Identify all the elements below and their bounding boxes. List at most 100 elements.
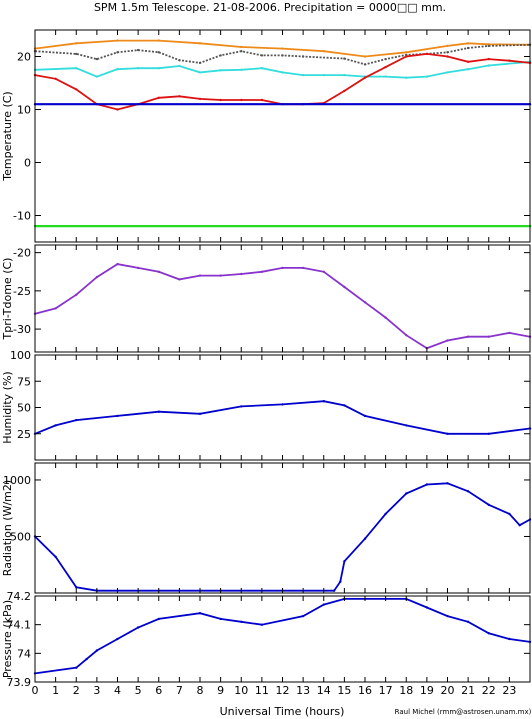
data-point-1-2-12 bbox=[281, 54, 284, 57]
data-point-4-1-6 bbox=[339, 580, 342, 583]
data-point-1-4-18 bbox=[384, 65, 387, 69]
data-point-5-1-2 bbox=[75, 666, 78, 669]
series-line-5-1 bbox=[34, 598, 531, 675]
data-point-1-3-22 bbox=[487, 64, 490, 67]
data-point-5-1-19 bbox=[487, 632, 490, 635]
data-point-4-1-8 bbox=[363, 537, 367, 540]
data-point-1-2-16 bbox=[384, 57, 387, 61]
y-tick-label-1-4: 20 bbox=[17, 51, 31, 64]
data-point-5-1-13 bbox=[322, 603, 325, 606]
data-point-1-2-8 bbox=[198, 61, 202, 65]
data-point-3-1-3 bbox=[75, 418, 78, 422]
data-point-1-4-22 bbox=[466, 60, 470, 63]
series-line-3-1 bbox=[34, 400, 531, 435]
data-point-2-1-10 bbox=[219, 274, 222, 277]
data-point-1-2-15 bbox=[363, 63, 367, 66]
data-point-1-1-10 bbox=[405, 51, 408, 54]
panel-frame-4 bbox=[34, 462, 531, 594]
data-point-1-2-7 bbox=[178, 59, 181, 62]
panel-frame-5 bbox=[34, 595, 531, 683]
x-tick-label-3: 2 bbox=[73, 684, 80, 697]
panel-1: -10 0 10 20 Temperature (C) bbox=[1, 29, 532, 243]
x-tick-label-14: 13 bbox=[296, 684, 310, 697]
data-point-2-1-6 bbox=[136, 266, 140, 270]
y-tick-label-3-3: 75 bbox=[17, 375, 31, 388]
x-tick-label-7: 6 bbox=[155, 684, 162, 697]
series-line-4-1 bbox=[34, 482, 531, 592]
panel-frame-1 bbox=[34, 29, 531, 243]
data-point-2-1-7 bbox=[157, 270, 160, 273]
y-tick-label-5-4: 74.2 bbox=[7, 590, 32, 603]
y-tick-label-5-1: 73.9 bbox=[7, 676, 32, 689]
data-point-2-1-19 bbox=[405, 334, 408, 337]
x-tick-label-16: 15 bbox=[337, 684, 351, 697]
data-point-2-1-23 bbox=[487, 335, 490, 338]
data-point-5-1-8 bbox=[198, 612, 202, 615]
panel-3: 25 50 75 100 Humidity (%) bbox=[1, 349, 532, 461]
y-tick-label-3-4: 100 bbox=[10, 349, 31, 362]
data-point-1-3-12 bbox=[281, 71, 284, 74]
data-point-2-1-18 bbox=[384, 316, 387, 319]
data-point-1-1-11 bbox=[446, 44, 449, 48]
data-point-2-1-3 bbox=[75, 293, 78, 296]
x-tick-label-24: 23 bbox=[502, 684, 516, 697]
data-point-4-1-13 bbox=[466, 490, 470, 493]
data-point-5-1-17 bbox=[446, 614, 449, 618]
data-point-1-1-5 bbox=[198, 42, 202, 45]
data-point-5-1-9 bbox=[219, 617, 222, 621]
y-tick-label-2-2: -25 bbox=[13, 285, 31, 298]
data-point-4-1-10 bbox=[405, 492, 408, 495]
data-point-4-1-7 bbox=[343, 560, 346, 563]
data-point-5-1-16 bbox=[425, 606, 429, 609]
data-point-4-1-3 bbox=[75, 586, 78, 589]
data-point-1-2-10 bbox=[240, 50, 243, 53]
data-point-1-2-5 bbox=[136, 48, 140, 52]
data-point-1-4-16 bbox=[343, 89, 346, 93]
data-point-3-1-2 bbox=[54, 424, 57, 427]
data-point-1-4-9 bbox=[198, 97, 202, 101]
data-point-5-1-5 bbox=[116, 637, 119, 641]
x-tick-label-10: 9 bbox=[217, 684, 224, 697]
y-axis-label-5: Pressure (kPa) bbox=[1, 600, 14, 678]
y-tick-label-5-3: 74.1 bbox=[7, 619, 32, 632]
y-tick-label-1-2: 0 bbox=[24, 157, 31, 170]
data-point-1-3-19 bbox=[425, 75, 429, 78]
x-tick-label-15: 14 bbox=[317, 684, 331, 697]
data-point-1-3-5 bbox=[136, 67, 140, 70]
series-line-1-1 bbox=[34, 39, 531, 58]
data-point-3-1-13 bbox=[446, 432, 449, 435]
data-point-2-1-14 bbox=[301, 266, 305, 270]
panel-frame-3 bbox=[34, 354, 531, 461]
data-point-1-3-11 bbox=[260, 67, 264, 70]
data-point-4-1-9 bbox=[384, 512, 387, 516]
series-line-1-2 bbox=[34, 43, 531, 66]
x-tick-label-19: 18 bbox=[399, 684, 413, 697]
data-point-4-1-14 bbox=[487, 503, 490, 506]
x-tick-label-23: 22 bbox=[482, 684, 496, 697]
data-point-1-4-10 bbox=[219, 98, 222, 102]
y-tick-label-1-1: -10 bbox=[13, 210, 31, 223]
data-point-5-1-20 bbox=[508, 637, 511, 641]
x-tick-label-6: 5 bbox=[135, 684, 142, 697]
data-point-1-4-23 bbox=[487, 57, 490, 61]
data-point-1-1-3 bbox=[116, 39, 119, 42]
y-tick-label-4-2: 1000 bbox=[3, 474, 31, 487]
data-point-1-3-6 bbox=[157, 67, 160, 70]
credit-text: Raul Michel (rmm@astrosen.unam.mx) bbox=[395, 708, 532, 716]
data-point-3-1-8 bbox=[281, 403, 284, 406]
data-point-3-1-9 bbox=[322, 400, 325, 403]
data-point-4-1-11 bbox=[425, 483, 429, 486]
data-point-1-3-3 bbox=[95, 75, 99, 78]
x-tick-label-22: 21 bbox=[461, 684, 475, 697]
chart-title: SPM 1.5m Telescope. 21-08-2006. Precipit… bbox=[94, 1, 446, 14]
data-point-2-1-16 bbox=[343, 285, 346, 289]
data-point-1-1-8 bbox=[322, 50, 325, 53]
y-tick-label-5-2: 74 bbox=[17, 647, 31, 660]
data-point-1-4-2 bbox=[54, 77, 57, 81]
data-point-1-1-4 bbox=[157, 39, 160, 42]
data-point-2-1-15 bbox=[322, 270, 325, 273]
data-point-5-1-18 bbox=[466, 620, 470, 623]
data-point-5-1-3 bbox=[85, 657, 88, 661]
